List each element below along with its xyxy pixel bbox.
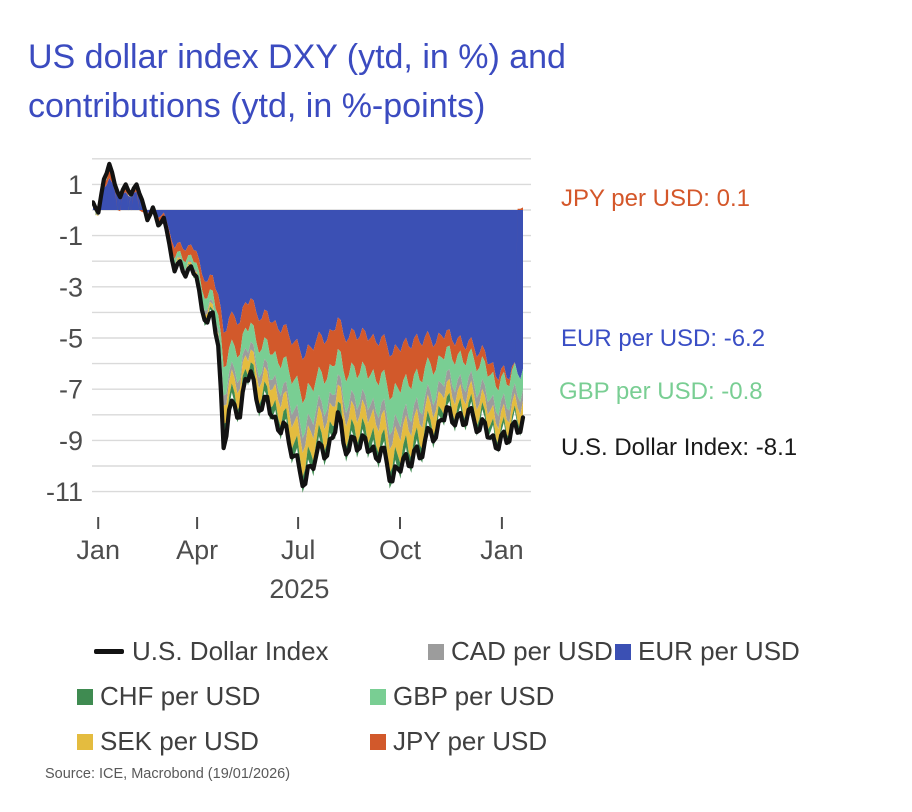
legend-label: CAD per USD bbox=[451, 636, 613, 666]
jpy-swatch-icon bbox=[370, 733, 386, 750]
svg-text:-5: -5 bbox=[59, 324, 83, 354]
legend-row-2: CHF per USD GBP per USD bbox=[0, 674, 912, 719]
legend-label: U.S. Dollar Index bbox=[132, 636, 329, 666]
legend-item-sek: SEK per USD bbox=[77, 726, 370, 757]
legend-item-usd-index: U.S. Dollar Index bbox=[94, 636, 428, 667]
legend-row-3: SEK per USD JPY per USD bbox=[0, 719, 912, 764]
area-eur bbox=[93, 178, 523, 381]
source-note: Source: ICE, Macrobond (19/01/2026) bbox=[45, 766, 291, 782]
svg-text:Jul: Jul bbox=[281, 535, 316, 565]
legend-label: JPY per USD bbox=[393, 726, 548, 756]
svg-text:Apr: Apr bbox=[176, 535, 218, 565]
cad-swatch-icon bbox=[428, 643, 444, 660]
svg-text:1: 1 bbox=[68, 170, 83, 200]
legend-label: GBP per USD bbox=[393, 681, 555, 711]
x-axis: Jan Apr Jul Oct Jan 2025 bbox=[76, 517, 524, 604]
sek-swatch-icon bbox=[77, 733, 93, 750]
legend-label: EUR per USD bbox=[638, 636, 800, 666]
legend: U.S. Dollar Index CAD per USD EUR per US… bbox=[0, 629, 912, 764]
svg-text:-3: -3 bbox=[59, 272, 83, 302]
svg-text:Jan: Jan bbox=[480, 535, 524, 565]
chf-swatch-icon bbox=[77, 688, 93, 705]
eur-swatch-icon bbox=[615, 643, 631, 660]
year-label: 2025 bbox=[269, 574, 329, 604]
legend-label: CHF per USD bbox=[100, 681, 261, 711]
title-line-1: US dollar index DXY (ytd, in %) and bbox=[28, 38, 566, 76]
svg-text:-11: -11 bbox=[46, 477, 83, 507]
legend-item-eur: EUR per USD bbox=[615, 636, 800, 667]
page-title: US dollar index DXY (ytd, in %) and cont… bbox=[28, 33, 728, 131]
area-gbp bbox=[93, 166, 523, 439]
svg-text:Oct: Oct bbox=[379, 535, 422, 565]
stacked-areas bbox=[93, 163, 523, 493]
title-line-2: contributions (ytd, in %-points) bbox=[28, 87, 486, 125]
svg-text:-1: -1 bbox=[59, 221, 83, 251]
usd-index-line-marker bbox=[94, 649, 124, 654]
svg-text:Jan: Jan bbox=[76, 535, 120, 565]
annotation-usd-index: U.S. Dollar Index: -8.1 bbox=[561, 434, 798, 461]
index-line bbox=[92, 161, 526, 489]
svg-text:-9: -9 bbox=[59, 426, 83, 456]
legend-item-chf: CHF per USD bbox=[77, 681, 370, 712]
legend-item-cad: CAD per USD bbox=[428, 636, 615, 667]
annotation-jpy: JPY per USD: 0.1 bbox=[561, 185, 750, 212]
legend-label: SEK per USD bbox=[100, 726, 259, 756]
annotation-eur: EUR per USD: -6.2 bbox=[561, 325, 766, 352]
annotation-gbp: GBP per USD: -0.8 bbox=[559, 378, 763, 405]
y-axis: 1 -1 -3 -5 -7 -9 -11 bbox=[46, 170, 83, 507]
area-jpy bbox=[93, 170, 523, 404]
svg-text:-7: -7 bbox=[59, 375, 83, 405]
legend-row-1: U.S. Dollar Index CAD per USD EUR per US… bbox=[0, 629, 912, 674]
legend-item-gbp: GBP per USD bbox=[370, 681, 554, 712]
legend-item-jpy: JPY per USD bbox=[370, 726, 547, 757]
gbp-swatch-icon bbox=[370, 688, 386, 705]
